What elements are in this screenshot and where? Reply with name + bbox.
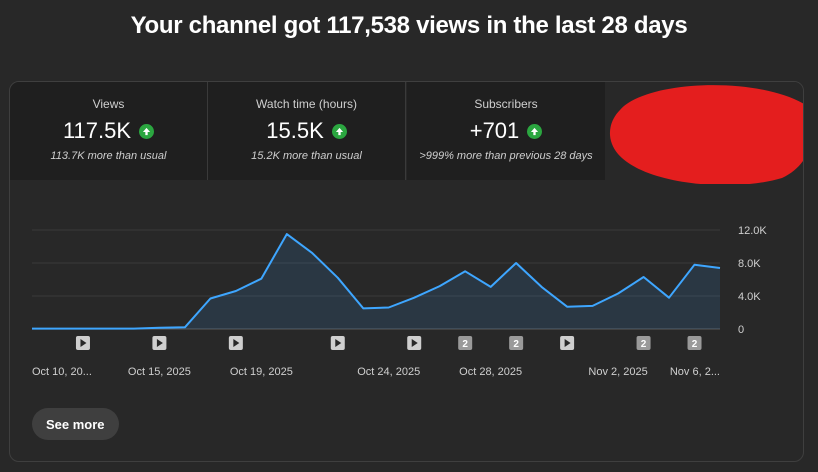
video-count-label: 2 xyxy=(641,339,647,350)
video-marker[interactable] xyxy=(560,336,575,350)
tab-subscribers[interactable]: Subscribers +701 >999% more than previou… xyxy=(407,82,605,180)
tab-watch-time-label: Watch time (hours) xyxy=(256,97,357,111)
play-icon xyxy=(564,339,571,347)
video-marker[interactable] xyxy=(330,336,345,350)
tab-watch-time[interactable]: Watch time (hours) 15.5K 15.2K more than… xyxy=(208,82,406,180)
tab-subscribers-compare: >999% more than previous 28 days xyxy=(419,150,593,162)
video-marker[interactable] xyxy=(152,336,167,350)
video-count-marker[interactable]: 2 xyxy=(687,336,702,350)
y-tick-label: 4.0K xyxy=(738,291,761,303)
arrow-up-icon xyxy=(139,123,155,139)
views-line xyxy=(32,233,721,330)
see-more-button[interactable]: See more xyxy=(32,408,119,440)
tab-watch-time-compare: 15.2K more than usual xyxy=(251,150,362,162)
tab-views[interactable]: Views 117.5K 113.7K more than usual xyxy=(10,82,208,180)
y-tick-label: 0 xyxy=(738,324,744,336)
play-icon xyxy=(335,339,342,347)
x-tick-label: Oct 28, 2025 xyxy=(459,366,522,378)
tab-views-label: Views xyxy=(92,97,125,111)
x-tick-label: Oct 15, 2025 xyxy=(128,366,191,378)
views-chart: 0 4.0K 8.0K 12.0K 2 2 2 2 Oct 10, 20... Oct 15,… xyxy=(32,225,767,378)
x-tick-label: Nov 6, 2... xyxy=(670,366,720,378)
tab-watch-time-value: 15.5K xyxy=(266,118,324,143)
page-headline: Your channel got 117,538 views in the la… xyxy=(130,12,688,39)
tab-views-value: 117.5K xyxy=(62,118,132,143)
x-tick-label: Nov 2, 2025 xyxy=(588,366,647,378)
play-icon xyxy=(411,339,418,347)
arrow-up-icon xyxy=(527,123,543,139)
play-icon xyxy=(80,339,87,347)
x-tick-label: Oct 10, 20... xyxy=(32,366,92,378)
y-tick-label: 8.0K xyxy=(738,258,761,270)
x-tick-label: Oct 19, 2025 xyxy=(230,366,293,378)
video-count-label: 2 xyxy=(513,339,519,350)
video-marker[interactable] xyxy=(407,336,422,350)
x-tick-label: Oct 24, 2025 xyxy=(357,366,420,378)
play-icon xyxy=(156,339,163,347)
video-count-marker[interactable]: 2 xyxy=(458,336,473,350)
video-count-label: 2 xyxy=(462,339,468,350)
views-area xyxy=(32,234,720,329)
video-count-marker[interactable]: 2 xyxy=(509,336,524,350)
tab-subscribers-label: Subscribers xyxy=(474,97,538,111)
video-marker[interactable] xyxy=(228,336,243,350)
video-marker[interactable] xyxy=(75,336,90,350)
redaction-scribble xyxy=(610,85,803,184)
tab-subscribers-value: +701 xyxy=(469,118,520,143)
tab-views-compare: 113.7K more than usual xyxy=(50,150,167,162)
analytics-card: Views 117.5K 113.7K more than usual Watc… xyxy=(9,81,804,462)
video-count-marker[interactable]: 2 xyxy=(636,336,651,350)
metric-tabs: Views 117.5K 113.7K more than usual Watc… xyxy=(10,82,803,180)
y-tick-label: 12.0K xyxy=(738,225,767,237)
video-count-label: 2 xyxy=(692,339,698,350)
arrow-up-icon xyxy=(331,123,347,139)
play-icon xyxy=(233,339,240,347)
